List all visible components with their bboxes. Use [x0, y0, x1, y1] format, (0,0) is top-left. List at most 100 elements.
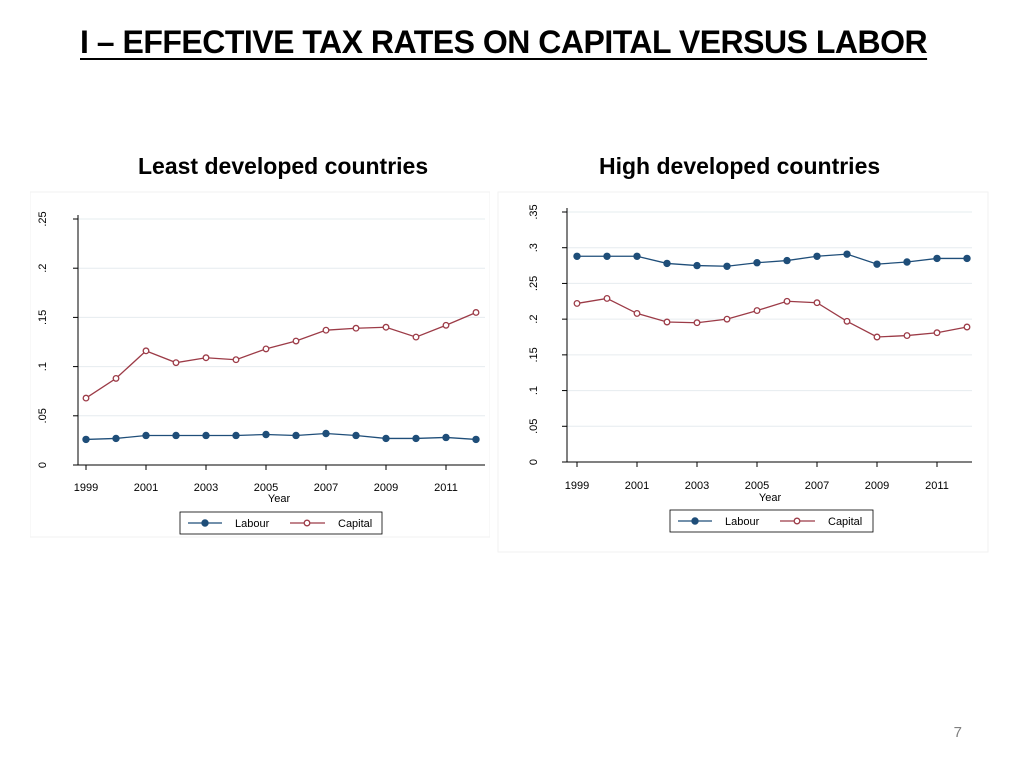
high-graph-frame: [497, 191, 989, 553]
chart-title-least-developed: Least developed countries: [138, 153, 429, 179]
least-capital-point: [292, 337, 300, 345]
least-capital-point: [412, 333, 420, 341]
high-y-tick-label: .05: [528, 419, 540, 434]
least-capital-point: [382, 323, 390, 331]
least-labour-point: [82, 435, 90, 444]
least-labour-point: [292, 431, 300, 440]
least-labour-point: [442, 433, 450, 442]
chart-title-high-developed: High developed countries: [599, 153, 881, 179]
least-x-tick-label: 2007: [314, 482, 338, 494]
high-labour-point: [753, 259, 761, 267]
least-labour-point: [142, 431, 150, 440]
high-labour-point: [723, 262, 731, 270]
least-labour-point: [202, 431, 210, 440]
page-number: 7: [953, 724, 962, 741]
slide-title: I – EFFECTIVE TAX RATES ON CAPITAL VERSU…: [80, 24, 928, 60]
least-labour-point: [352, 431, 360, 440]
high-capital-point: [573, 299, 581, 307]
least-capital-point: [442, 321, 450, 329]
high-labour-point: [813, 252, 821, 260]
high-capital-line: [576, 297, 968, 338]
least-x-tick-label: 2001: [134, 482, 158, 494]
high-y-tick-label: .15: [528, 347, 540, 362]
high-capital-point: [633, 309, 641, 317]
high-legend-capital-marker: [793, 517, 801, 525]
high-legend: [669, 509, 874, 533]
high-legend-capital-label: Capital: [828, 516, 862, 528]
least-x-tick-label: 2011: [434, 482, 458, 494]
high-labour-point: [663, 259, 671, 268]
least-capital-point: [352, 324, 360, 332]
high-labour-point: [693, 261, 701, 270]
least-y-tick-label: .1: [37, 362, 49, 371]
least-capital-line: [85, 311, 477, 399]
high-labour-point: [873, 260, 881, 268]
high-labour-line: [577, 253, 967, 267]
high-capital-point: [693, 319, 701, 327]
least-legend-labour-marker: [201, 519, 209, 527]
high-y-tick-label: 0: [528, 459, 540, 465]
high-labour-point: [603, 252, 611, 260]
least-y-tick-label: .15: [37, 310, 49, 325]
high-capital-point: [903, 332, 911, 340]
high-capital-point: [663, 318, 671, 326]
high-x-tick-label: 2001: [625, 480, 649, 492]
high-y-tick-label: .3: [528, 243, 540, 252]
high-labour-point: [963, 254, 971, 263]
least-capital-point: [472, 309, 480, 316]
high-x-tick-label: 1999: [565, 480, 589, 492]
high-labour-point: [573, 252, 581, 260]
least-capital-point: [232, 356, 240, 364]
high-labour-point: [843, 250, 851, 258]
high-x-tick-label: 2003: [685, 480, 709, 492]
high-labour-point: [633, 252, 641, 260]
high-x-tick-label: 2011: [925, 480, 949, 492]
least-legend-labour-label: Labour: [235, 518, 270, 530]
high-capital-point: [603, 294, 611, 302]
high-y-tick-label: .1: [528, 386, 540, 395]
chart-least-developed: 0 .05 .1 .15 .2 .25 1999 2001 2003 2005 2007 2009 20…: [30, 191, 490, 538]
high-capital-point: [843, 317, 851, 325]
least-labour-point: [232, 431, 240, 440]
least-labour-point: [172, 431, 180, 440]
high-capital-point: [753, 307, 761, 315]
high-labour-point: [933, 254, 941, 263]
least-x-tick-label: 2009: [374, 482, 398, 494]
high-capital-point: [933, 329, 941, 337]
least-y-tick-label: .2: [37, 264, 49, 273]
least-legend-capital-label: Capital: [338, 518, 372, 530]
chart-high-developed: 0 .05 .1 .15 .2 .25 .3 .35 1999 2001 2003 2005 2007 2…: [497, 191, 989, 553]
least-labour-point: [382, 434, 390, 443]
high-labour-point: [783, 256, 791, 265]
high-y-tick-label: .25: [528, 276, 540, 291]
least-x-tick-label: 1999: [74, 482, 98, 494]
least-capital-point: [202, 354, 210, 362]
high-x-tick-label: 2009: [865, 480, 889, 492]
high-capital-point: [723, 315, 731, 323]
least-y-tick-label: 0: [37, 462, 49, 468]
least-x-tick-label: 2003: [194, 482, 218, 494]
least-labour-line: [85, 432, 477, 441]
least-labour-point: [262, 430, 270, 439]
least-y-tick-label: .25: [37, 211, 49, 226]
least-x-axis-title: Year: [268, 493, 291, 505]
high-capital-point: [873, 333, 881, 341]
high-labour-point: [903, 258, 911, 266]
least-labour-point: [472, 435, 480, 444]
least-capital-point: [82, 394, 90, 402]
high-y-tick-label: .35: [528, 204, 540, 219]
high-capital-point: [813, 299, 821, 307]
least-legend: [179, 511, 383, 535]
high-x-tick-label: 2005: [745, 480, 769, 492]
high-legend-labour-marker: [691, 517, 699, 525]
least-labour-point: [322, 429, 330, 438]
high-y-tick-label: .2: [528, 315, 540, 324]
least-capital-point: [262, 345, 270, 353]
least-capital-point: [112, 374, 120, 382]
least-graph-frame: [30, 191, 490, 538]
least-x-tick-label: 2005: [254, 482, 278, 494]
least-y-tick-label: .05: [37, 408, 49, 423]
high-capital-point: [783, 297, 791, 305]
high-capital-point: [963, 323, 971, 331]
least-capital-point: [172, 359, 180, 367]
